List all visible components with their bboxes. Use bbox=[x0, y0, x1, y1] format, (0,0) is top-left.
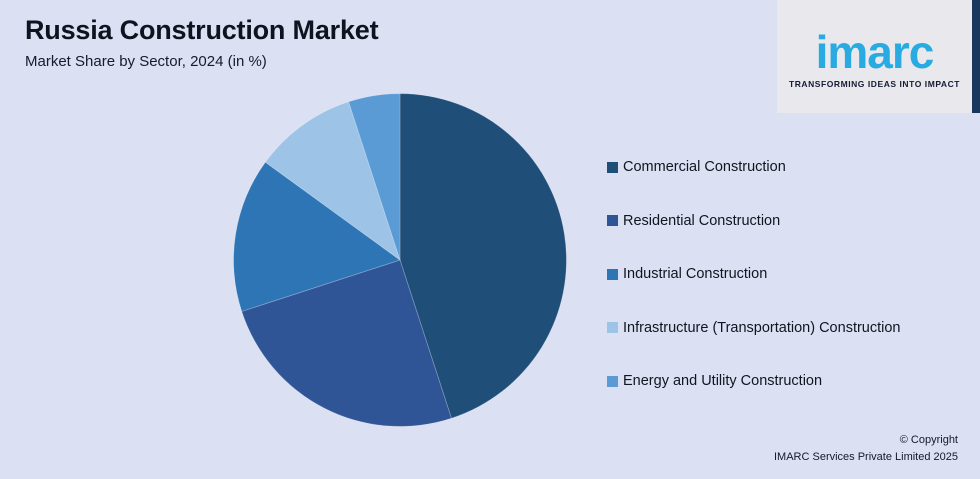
pie-slice-industrial-construction bbox=[233, 161, 401, 312]
legend-item-industrial: Industrial Construction bbox=[607, 264, 901, 284]
legend-swatch-residential bbox=[607, 215, 618, 226]
pie-slice-commercial-construction bbox=[399, 93, 567, 419]
imarc-logo-text: imarc bbox=[815, 25, 935, 78]
header: Russia Construction Market Market Share … bbox=[25, 14, 379, 70]
legend-item-commercial: Commercial Construction bbox=[607, 157, 901, 177]
logo-accent-bar bbox=[972, 0, 980, 113]
legend-swatch-energy bbox=[607, 375, 618, 387]
footer-copyright: © Copyright IMARC Services Private Limit… bbox=[774, 432, 958, 466]
page-subtitle: Market Share by Sector, 2024 (in %) bbox=[25, 52, 267, 70]
legend: Commercial Construction Residential Cons… bbox=[607, 157, 901, 391]
legend-item-residential: Residential Construction bbox=[607, 211, 901, 231]
pie-chart bbox=[233, 93, 567, 427]
legend-label: Residential Construction bbox=[623, 212, 781, 229]
legend-swatch-industrial bbox=[607, 268, 618, 280]
imarc-logo: imarc TRANSFORMING IDEAS INTO IMPACT bbox=[777, 0, 972, 113]
copyright-line1: © Copyright bbox=[899, 434, 958, 446]
pie-slice-residential-construction bbox=[241, 259, 452, 427]
legend-swatch-commercial bbox=[607, 161, 618, 173]
legend-item-energy: Energy and Utility Construction bbox=[607, 371, 901, 391]
legend-label: Industrial Construction bbox=[623, 266, 768, 282]
legend-item-infrastructure: Infrastructure (Transportation) Construc… bbox=[607, 318, 901, 338]
copyright-line2: IMARC Services Private Limited 2025 bbox=[773, 451, 958, 463]
imarc-logo-tagline: TRANSFORMING IDEAS INTO IMPACT bbox=[788, 78, 961, 89]
legend-label: Infrastructure (Transportation) Construc… bbox=[623, 319, 901, 336]
legend-label: Commercial Construction bbox=[623, 159, 786, 175]
legend-swatch-infrastructure bbox=[607, 322, 618, 333]
pie-chart-svg bbox=[233, 93, 567, 427]
legend-label: Energy and Utility Construction bbox=[623, 373, 823, 389]
pie-slice-energy-and-utility-construction bbox=[348, 93, 401, 261]
pie-slice-infrastructure-transportation-construction bbox=[264, 101, 401, 262]
page-title: Russia Construction Market bbox=[25, 15, 379, 45]
